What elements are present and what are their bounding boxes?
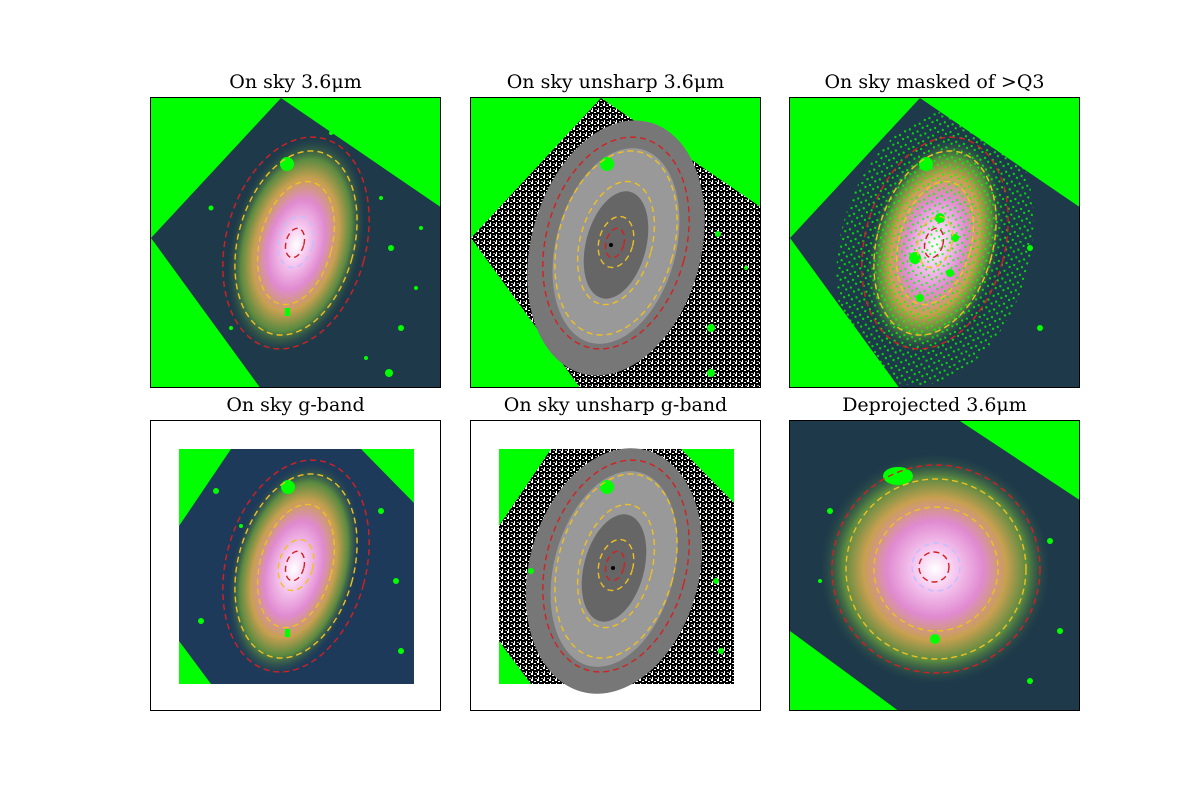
galaxy-unsharp-g-band — [471, 421, 760, 710]
panel-title-6: Deprojected 3.6μm — [842, 394, 1027, 416]
galaxy-unsharp-3.6um — [471, 98, 760, 387]
panel-on-sky-unsharp-3.6um — [470, 97, 761, 388]
panel-on-sky-masked-q3 — [789, 97, 1080, 388]
galaxy-masked-q3 — [790, 98, 1079, 387]
isophote-ellipses — [222, 136, 370, 350]
galaxy-deprojected-3.6um — [790, 421, 1079, 710]
masked-stars — [189, 131, 423, 377]
panel-on-sky-g-band — [150, 420, 441, 711]
panel-on-sky-unsharp-g-band — [470, 420, 761, 711]
panel-title-2: On sky unsharp 3.6μm — [506, 71, 725, 93]
panel-title-5: On sky unsharp g-band — [503, 394, 728, 416]
panel-on-sky-3.6um — [150, 97, 441, 388]
galaxy-g-band — [151, 421, 440, 710]
panel-title-4: On sky g-band — [226, 394, 365, 416]
panel-title-3: On sky masked of >Q3 — [824, 71, 1045, 93]
galaxy-image-3.6um — [151, 98, 440, 387]
panel-title-1: On sky 3.6μm — [229, 71, 362, 93]
panel-deprojected-3.6um — [789, 420, 1080, 711]
